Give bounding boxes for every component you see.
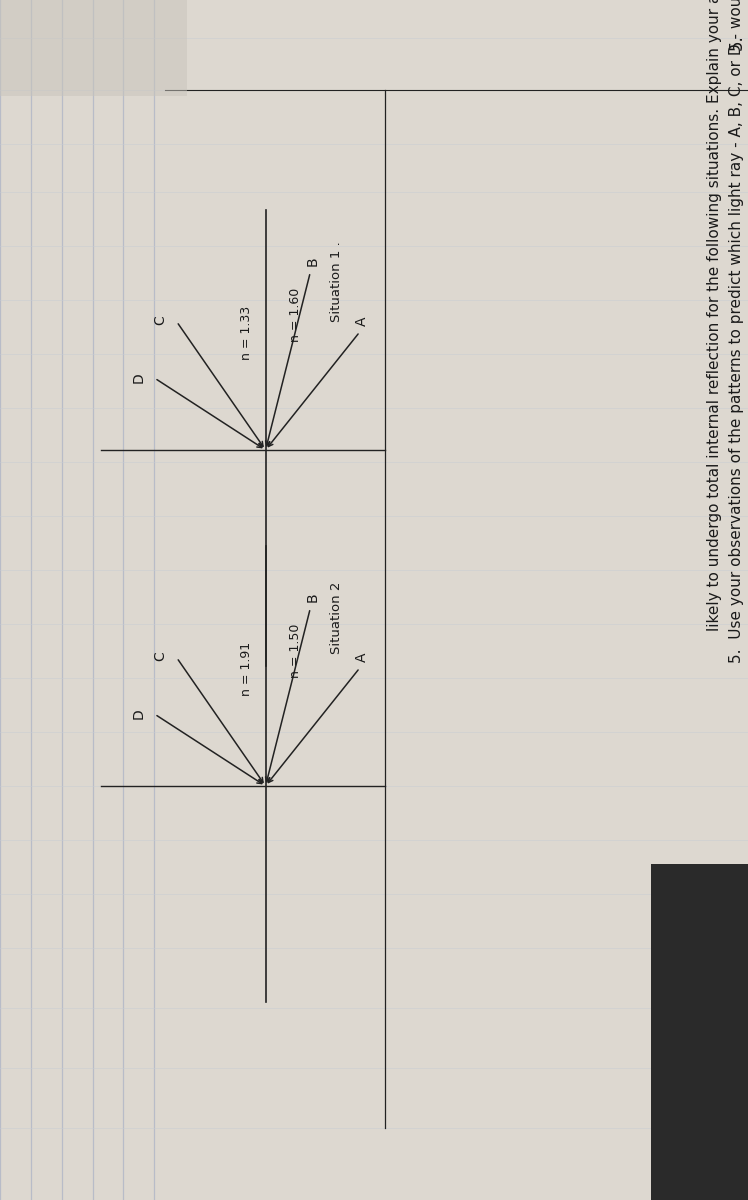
Text: C: C — [153, 652, 168, 661]
Text: B: B — [305, 593, 319, 602]
Text: n = 1.60: n = 1.60 — [289, 288, 302, 342]
Bar — [651, 864, 748, 1200]
Text: D: D — [132, 372, 146, 383]
Text: n = 1.50: n = 1.50 — [289, 624, 302, 678]
Text: 5.  Use your observations of the patterns to predict which light ray - A, B, C, : 5. Use your observations of the patterns… — [729, 0, 744, 662]
Text: Situation 2: Situation 2 — [330, 582, 343, 654]
Text: A: A — [355, 317, 369, 325]
Text: likely to undergo total internal reflection for the following situations. Explai: likely to undergo total internal reflect… — [707, 0, 722, 631]
Text: C: C — [153, 316, 168, 325]
Text: n = 1.91: n = 1.91 — [240, 642, 254, 696]
Text: n = 1.33: n = 1.33 — [240, 306, 254, 360]
Text: A: A — [355, 653, 369, 661]
Text: B: B — [305, 257, 319, 266]
Text: Situation 1 .: Situation 1 . — [330, 241, 343, 323]
Text: D: D — [132, 708, 146, 719]
Text: 5.: 5. — [728, 34, 746, 50]
Bar — [0, 0, 187, 96]
